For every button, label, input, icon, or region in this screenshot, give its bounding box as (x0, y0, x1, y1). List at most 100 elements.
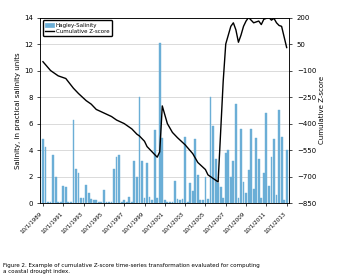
Bar (121, 202, 122, 203)
Bar (164, 201, 166, 203)
Bar (123, 201, 125, 203)
Bar (85, 184, 87, 203)
Bar (103, 190, 105, 203)
Bar (273, 140, 275, 203)
Bar (108, 202, 110, 203)
Bar (65, 187, 67, 203)
Bar (266, 113, 267, 203)
Bar (88, 193, 89, 203)
Bar (283, 201, 285, 203)
Bar (116, 157, 118, 203)
Bar (110, 202, 113, 203)
Bar (174, 181, 176, 203)
Bar (209, 97, 211, 203)
Bar (78, 173, 80, 203)
Bar (200, 201, 201, 203)
Bar (176, 199, 178, 203)
Bar (143, 198, 146, 203)
Bar (179, 201, 181, 203)
Bar (50, 202, 51, 203)
Bar (98, 202, 100, 203)
Bar (129, 196, 130, 203)
Bar (171, 202, 173, 203)
Bar (90, 199, 92, 203)
Bar (75, 169, 77, 203)
Bar (207, 199, 209, 203)
Bar (184, 137, 186, 203)
Bar (281, 137, 283, 203)
Bar (194, 140, 196, 203)
Bar (42, 140, 44, 203)
Bar (286, 150, 288, 203)
Bar (52, 155, 54, 203)
Bar (255, 138, 257, 203)
Bar (55, 177, 56, 203)
Bar (80, 198, 82, 203)
Y-axis label: Cumulative Z-score: Cumulative Z-score (319, 76, 325, 144)
Bar (278, 110, 280, 203)
Bar (151, 201, 153, 203)
Bar (222, 198, 224, 203)
Bar (268, 186, 270, 203)
Bar (113, 169, 115, 203)
Bar (189, 183, 191, 203)
Bar (162, 138, 163, 203)
Bar (258, 159, 260, 203)
Bar (136, 177, 138, 203)
Bar (57, 202, 59, 203)
Bar (138, 97, 140, 203)
Bar (240, 129, 242, 203)
Bar (230, 177, 232, 203)
Bar (202, 201, 204, 203)
Bar (67, 202, 69, 203)
Bar (263, 173, 265, 203)
Bar (131, 202, 133, 203)
Bar (271, 157, 272, 203)
Bar (146, 163, 148, 203)
Bar (60, 202, 62, 203)
Bar (167, 202, 168, 203)
Bar (149, 196, 151, 203)
Bar (93, 201, 95, 203)
Text: Figure 2. Example of cumulative Z-score time-series transformation evaluated for: Figure 2. Example of cumulative Z-score … (3, 263, 260, 274)
Legend: Hagley-Salinity, Cumulative Z-score: Hagley-Salinity, Cumulative Z-score (43, 20, 112, 36)
Bar (253, 189, 255, 203)
Bar (192, 191, 194, 203)
Bar (62, 186, 64, 203)
Bar (212, 126, 214, 203)
Y-axis label: Salinity, in practical salinity units: Salinity, in practical salinity units (15, 52, 21, 169)
Bar (169, 202, 171, 203)
Bar (238, 198, 239, 203)
Bar (243, 182, 244, 203)
Bar (72, 120, 74, 203)
Bar (220, 187, 222, 203)
Bar (215, 159, 217, 203)
Bar (205, 177, 206, 203)
Bar (217, 183, 219, 203)
Bar (235, 104, 237, 203)
Bar (187, 202, 189, 203)
Bar (248, 170, 250, 203)
Bar (83, 198, 84, 203)
Bar (233, 161, 234, 203)
Bar (276, 195, 277, 203)
Bar (260, 198, 262, 203)
Bar (70, 202, 72, 203)
Bar (156, 198, 158, 203)
Bar (100, 202, 102, 203)
Bar (133, 161, 135, 203)
Bar (245, 193, 247, 203)
Bar (47, 202, 49, 203)
Bar (126, 202, 128, 203)
Bar (95, 201, 97, 203)
Bar (182, 199, 184, 203)
Bar (118, 155, 120, 203)
Bar (250, 129, 252, 203)
Bar (159, 43, 160, 203)
Bar (225, 153, 227, 203)
Bar (105, 202, 107, 203)
Bar (141, 161, 143, 203)
Bar (154, 130, 156, 203)
Bar (227, 150, 229, 203)
Bar (45, 147, 46, 203)
